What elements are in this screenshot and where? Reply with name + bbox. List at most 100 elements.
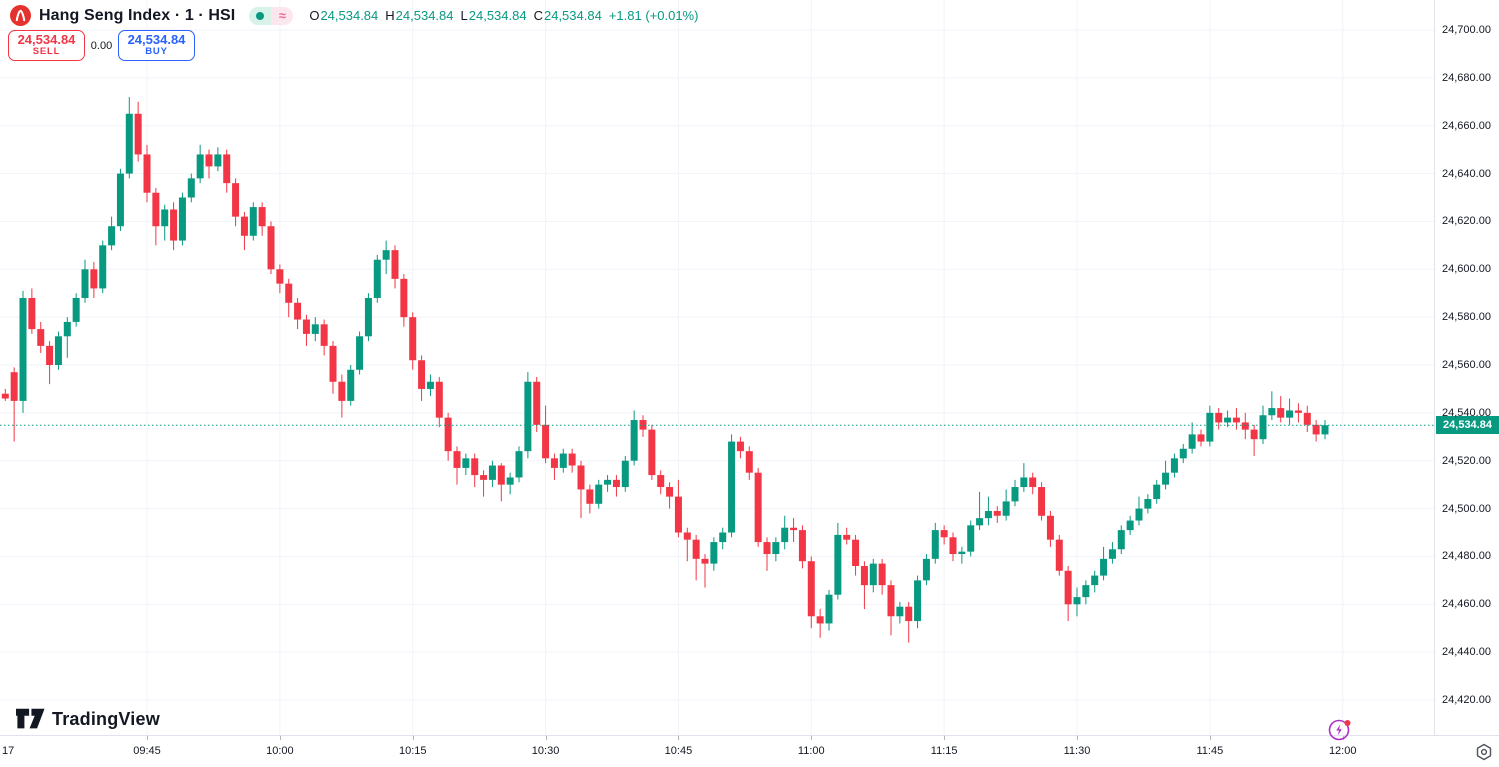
candle-body	[240, 216, 248, 236]
candle-body	[790, 527, 798, 531]
candle-body	[258, 207, 266, 227]
time-axis-tick	[147, 736, 148, 740]
candle-body	[426, 381, 434, 389]
last-price-badge[interactable]: 24,534.84	[1436, 416, 1499, 435]
time-axis-tick	[1209, 736, 1211, 740]
candle-body	[1206, 412, 1214, 442]
candle-body	[1082, 585, 1090, 598]
time-axis-tick	[412, 736, 414, 740]
close-label: C	[533, 8, 543, 23]
candle-body	[1259, 415, 1267, 440]
candle-body	[604, 479, 612, 485]
candle-body	[701, 558, 709, 564]
candle-body	[1197, 434, 1205, 442]
price-axis-label: 24,420.00	[1442, 694, 1491, 706]
candle-body	[692, 539, 700, 559]
approx-price-icon: ≈	[271, 6, 294, 25]
candle-body	[1153, 484, 1161, 500]
candle-body	[1, 393, 9, 399]
candle-body	[462, 458, 470, 468]
high-label: H	[385, 8, 395, 23]
candle-body	[302, 319, 310, 334]
candle-body	[657, 475, 665, 488]
candle-body	[612, 479, 620, 488]
axis-settings-button[interactable]	[1475, 743, 1495, 761]
price-axis-label: 24,500.00	[1442, 502, 1491, 515]
candle-body	[285, 283, 293, 303]
candle-body	[896, 606, 904, 617]
buy-label: BUY	[145, 46, 168, 58]
candle-body	[878, 563, 886, 586]
candle-body	[19, 298, 27, 401]
candle-body	[294, 302, 302, 320]
candle-body	[480, 475, 488, 480]
price-axis-label: 24,700.00	[1442, 24, 1491, 36]
hsi-symbol-logo-icon[interactable]	[10, 5, 31, 26]
time-axis-tick	[1076, 736, 1078, 740]
time-axis-tick	[545, 736, 547, 740]
candle-body	[143, 154, 151, 193]
candle-body	[1321, 425, 1329, 435]
candle-body	[710, 542, 718, 564]
spread-value: 0.00	[90, 39, 113, 52]
candle-body	[418, 360, 426, 389]
candle-body	[1215, 412, 1223, 423]
candle-body	[54, 336, 62, 366]
time-axis-label: 11:45	[1196, 745, 1224, 757]
ohlc-readout: O24,534.84 H24,534.84 L24,534.84 C24,534…	[309, 8, 698, 23]
candle-body	[453, 451, 461, 468]
time-axis[interactable]: 17 09:45 10:00 10:15 10:30 10:45 11:00 11:15 11…	[0, 735, 1499, 767]
price-axis-label: 24,580.00	[1442, 311, 1491, 324]
sell-label: SELL	[32, 46, 61, 58]
symbol-title[interactable]: Hang Seng Index · 1 · HSI	[39, 6, 236, 24]
time-axis-label: 11:00	[797, 745, 825, 757]
candle-body	[533, 381, 541, 425]
candle-body	[37, 329, 45, 346]
high-value: 24,534.84	[395, 8, 454, 23]
candle-body	[1312, 424, 1320, 435]
candle-body	[249, 207, 257, 236]
time-axis-tick	[944, 736, 946, 740]
candle-body	[28, 298, 36, 330]
candle-body	[134, 113, 142, 155]
candle-body	[887, 585, 895, 617]
candle-body	[161, 209, 169, 227]
candle-body	[116, 173, 124, 227]
candle-body	[869, 563, 877, 586]
gear-icon	[1476, 743, 1492, 761]
candle-body	[984, 510, 992, 519]
candle-body	[550, 458, 558, 468]
candle-body	[108, 226, 116, 246]
candle-body	[1002, 501, 1010, 516]
candle-body	[922, 558, 930, 581]
lightning-trade-button[interactable]	[1327, 717, 1353, 743]
market-status-pill[interactable]: ≈	[249, 6, 294, 25]
candle-body	[1241, 422, 1249, 430]
candle-body	[232, 183, 240, 217]
candle-body	[391, 250, 399, 279]
candle-body	[524, 381, 532, 452]
candle-body	[976, 518, 984, 526]
candle-body	[435, 381, 443, 418]
candle-body	[1268, 408, 1276, 416]
time-axis-label: 12:00	[1328, 745, 1357, 757]
price-axis[interactable]: 24,534.84 24,700.00 24,680.00 24,660.00 24,…	[1434, 0, 1499, 735]
symbol-header: Hang Seng Index · 1 · HSI ≈ O24,534.84 H…	[10, 5, 698, 26]
buy-button[interactable]: 24,534.84 BUY	[118, 30, 195, 61]
candle-body	[347, 369, 355, 401]
candle-body	[267, 226, 275, 270]
candle-body	[223, 154, 231, 184]
candle-body	[577, 465, 585, 490]
tradingview-brand[interactable]: TradingView	[16, 708, 160, 730]
candle-body	[1038, 487, 1046, 516]
candle-body	[719, 532, 727, 543]
candle-body	[666, 487, 674, 497]
candle-body	[382, 250, 390, 260]
candle-body	[488, 465, 496, 480]
low-value: 24,534.84	[468, 8, 527, 23]
candle-body	[1064, 570, 1072, 605]
candle-body	[736, 441, 744, 452]
sell-button[interactable]: 24,534.84 SELL	[8, 30, 85, 61]
